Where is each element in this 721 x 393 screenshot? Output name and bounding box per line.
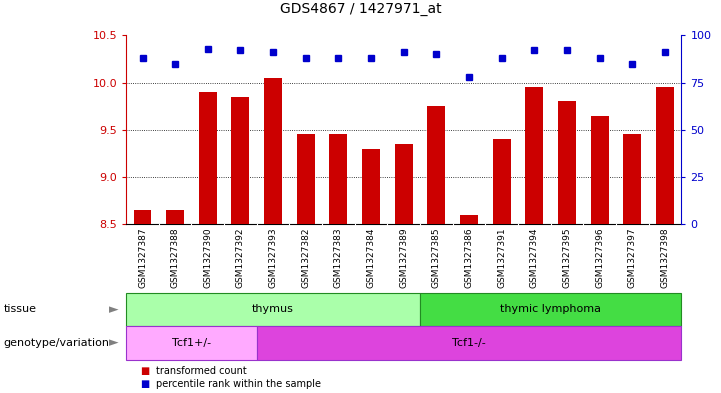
Bar <box>624 134 642 224</box>
Bar <box>558 101 576 224</box>
Text: percentile rank within the sample: percentile rank within the sample <box>156 378 322 389</box>
Text: ■: ■ <box>141 366 150 376</box>
Text: GSM1327386: GSM1327386 <box>464 228 474 288</box>
Text: GSM1327389: GSM1327389 <box>399 228 408 288</box>
Text: GSM1327383: GSM1327383 <box>334 228 343 288</box>
Bar <box>590 116 609 224</box>
Text: GSM1327395: GSM1327395 <box>562 228 572 288</box>
Text: ►: ► <box>110 336 119 349</box>
Bar <box>231 97 249 224</box>
Text: genotype/variation: genotype/variation <box>4 338 110 348</box>
Bar <box>492 139 510 224</box>
Text: GSM1327391: GSM1327391 <box>497 228 506 288</box>
Text: GSM1327397: GSM1327397 <box>628 228 637 288</box>
Bar <box>656 87 674 224</box>
Bar <box>526 87 544 224</box>
Text: thymic lymphoma: thymic lymphoma <box>500 305 601 314</box>
Bar <box>126 326 257 360</box>
Text: GSM1327385: GSM1327385 <box>432 228 441 288</box>
Text: thymus: thymus <box>252 305 294 314</box>
Bar <box>395 144 412 224</box>
Text: GSM1327396: GSM1327396 <box>596 228 604 288</box>
Text: GSM1327398: GSM1327398 <box>660 228 670 288</box>
Bar <box>362 149 380 224</box>
Text: transformed count: transformed count <box>156 366 247 376</box>
Text: ►: ► <box>110 303 119 316</box>
Bar <box>133 210 151 224</box>
Bar <box>257 326 681 360</box>
Text: GSM1327393: GSM1327393 <box>269 228 278 288</box>
Bar <box>199 92 217 224</box>
Bar <box>264 78 282 224</box>
Text: GSM1327392: GSM1327392 <box>236 228 245 288</box>
Text: GSM1327394: GSM1327394 <box>530 228 539 288</box>
Text: GSM1327388: GSM1327388 <box>171 228 180 288</box>
Text: GSM1327387: GSM1327387 <box>138 228 147 288</box>
Bar <box>428 106 446 224</box>
Bar <box>166 210 184 224</box>
Bar <box>329 134 348 224</box>
Text: GDS4867 / 1427971_at: GDS4867 / 1427971_at <box>280 2 441 16</box>
Bar <box>460 215 478 224</box>
Text: GSM1327384: GSM1327384 <box>366 228 376 288</box>
Text: GSM1327382: GSM1327382 <box>301 228 310 288</box>
Text: Tcf1+/-: Tcf1+/- <box>172 338 211 348</box>
Text: tissue: tissue <box>4 305 37 314</box>
Text: GSM1327390: GSM1327390 <box>203 228 212 288</box>
Bar <box>297 134 315 224</box>
Bar <box>420 293 681 326</box>
Bar <box>126 293 420 326</box>
Text: ■: ■ <box>141 378 150 389</box>
Text: Tcf1-/-: Tcf1-/- <box>452 338 486 348</box>
